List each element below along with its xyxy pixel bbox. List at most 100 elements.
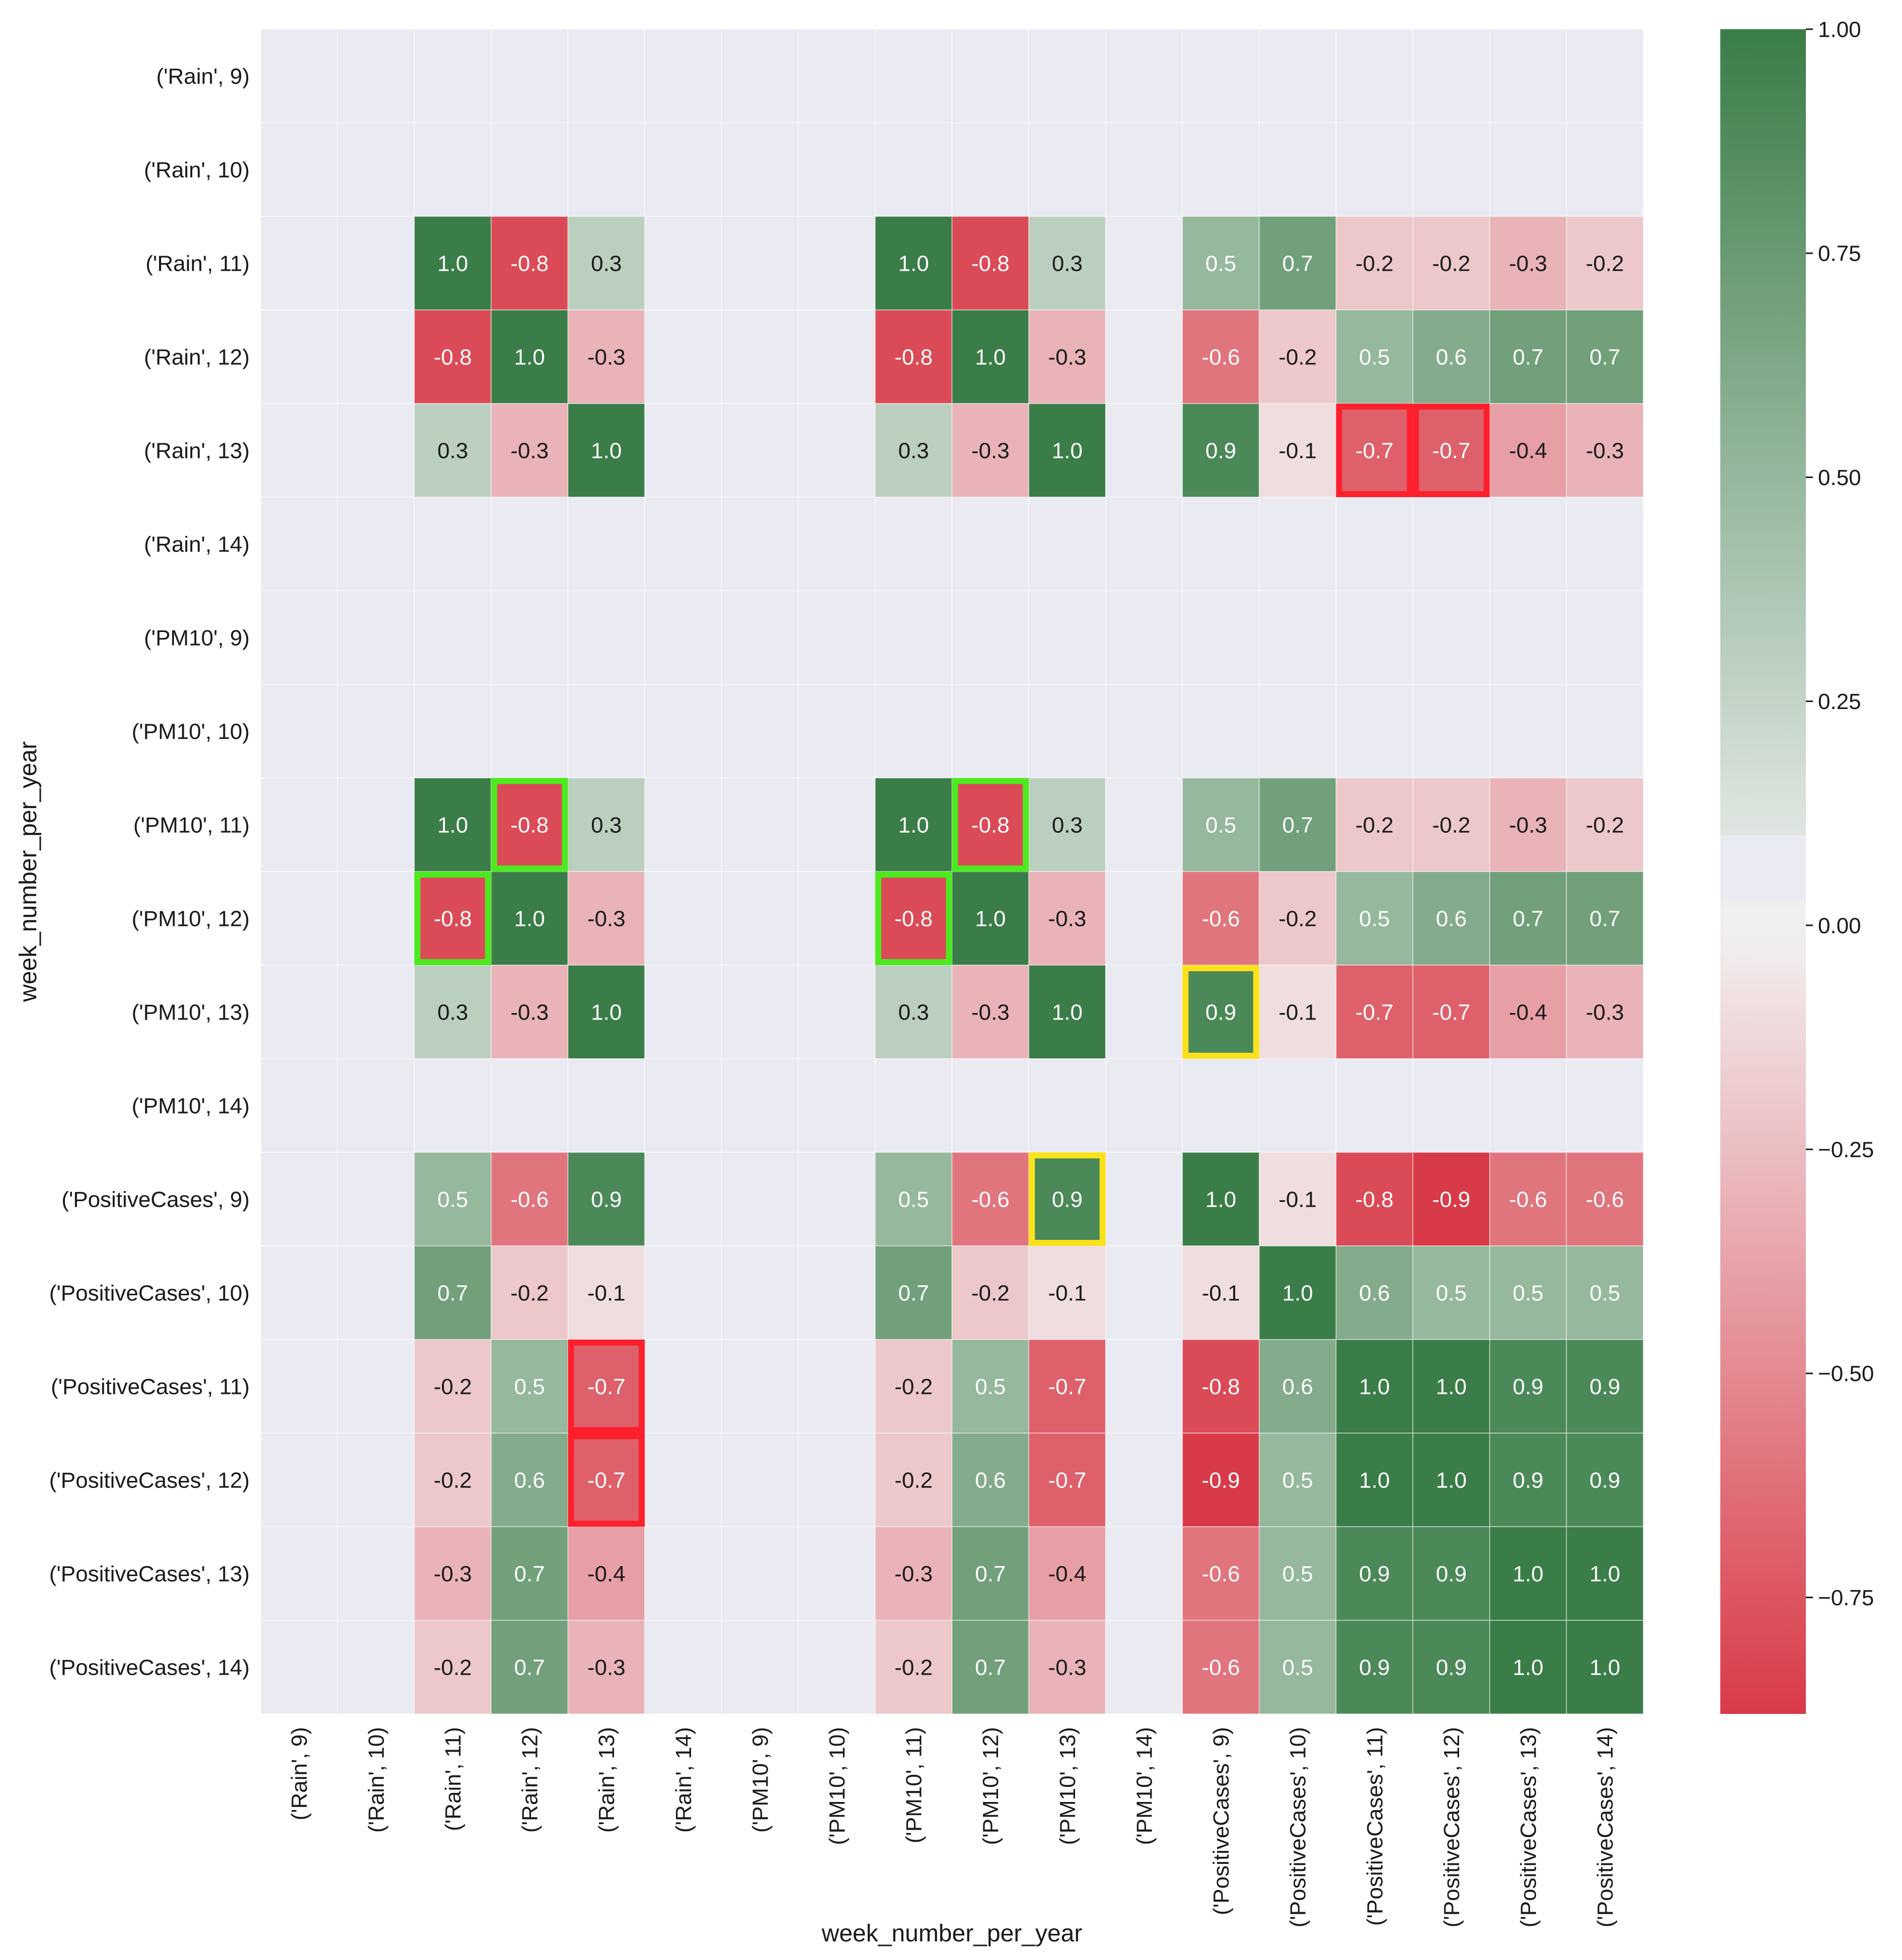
cell-value-label: 1.0: [591, 438, 622, 463]
x-axis-title: week_number_per_year: [821, 1920, 1083, 1947]
y-tick-label: ('Rain', 14): [144, 532, 250, 557]
cell-value-label: -0.3: [1509, 813, 1547, 837]
heatmap-cell: [1412, 590, 1490, 685]
heatmap-cell: [414, 216, 492, 310]
heatmap-cell: [337, 309, 415, 404]
heatmap-cell: [1335, 216, 1413, 310]
heatmap-cell: [1028, 497, 1106, 591]
heatmap-cell: [491, 1152, 569, 1246]
heatmap-cell: [567, 1526, 645, 1621]
colorbar-tick-label: −0.75: [1818, 1586, 1874, 1610]
y-tick-label: ('Rain', 11): [145, 251, 250, 276]
cell-value-label: -0.6: [1509, 1187, 1547, 1212]
heatmap-cell: [1028, 1152, 1106, 1246]
heatmap-cell: [721, 497, 799, 591]
cell-value-label: 0.6: [1436, 906, 1467, 931]
heatmap-cell: [1335, 590, 1413, 685]
heatmap-cell: [644, 965, 722, 1059]
cell-value-label: 0.3: [898, 1000, 929, 1025]
cell-value-label: 1.0: [1359, 1374, 1390, 1399]
cell-value-label: -0.7: [587, 1468, 626, 1493]
highlight-box: [1029, 1152, 1106, 1246]
y-tick-label: ('PM10', 14): [132, 1093, 250, 1118]
heatmap-cell: [1566, 497, 1644, 591]
heatmap-cell: [491, 29, 569, 123]
heatmap-cell: [721, 403, 799, 498]
heatmap-cell: [260, 1058, 338, 1153]
x-tick-label: ('Rain', 12): [518, 1727, 543, 1833]
heatmap-cell: [414, 403, 492, 498]
heatmap-cell: [1335, 29, 1413, 123]
heatmap-cell: [875, 1620, 953, 1714]
heatmap-cell: [875, 1152, 953, 1246]
cell-value-label: -0.3: [971, 438, 1010, 463]
cell-value-label: 0.5: [1205, 251, 1236, 276]
cell-value-label: 1.0: [1052, 438, 1083, 463]
heatmap-cell: [1566, 1620, 1644, 1714]
heatmap-cell: [1105, 497, 1183, 591]
colorbar-tick-label: 0.25: [1818, 689, 1861, 714]
heatmap-cell: [1259, 777, 1337, 872]
heatmap-cell: [798, 122, 876, 217]
heatmap-cell: [414, 684, 492, 778]
heatmap-cell: [1028, 871, 1106, 966]
cell-value-label: -0.6: [971, 1187, 1010, 1212]
heatmap-cell: [1028, 1526, 1106, 1621]
heatmap-cell: [337, 29, 415, 123]
heatmap-cells: [260, 29, 1644, 1714]
cell-value-label: 0.9: [1205, 1000, 1236, 1025]
heatmap-cell: [1259, 497, 1337, 591]
cell-value-label: 0.5: [1282, 1468, 1313, 1493]
plot-area: 1.0 -0.8 0.3 1.0 -0.8 0.3 0.5 0.7 -0.2 -0.2 -0.3 -0…: [260, 29, 1644, 1714]
cell-value-label: 0.5: [1282, 1655, 1313, 1680]
heatmap-cell: [875, 777, 953, 872]
cell-value-label: -0.7: [1048, 1374, 1087, 1399]
heatmap-cell: [1105, 403, 1183, 498]
heatmap-cell: [260, 29, 338, 123]
colorbar-gradient: [1720, 29, 1806, 1714]
cell-value-label: 0.5: [1436, 1281, 1467, 1305]
cell-value-label: 0.5: [975, 1374, 1006, 1399]
heatmap-cell: [337, 1058, 415, 1153]
heatmap-cell: [798, 29, 876, 123]
cell-value-label: 0.6: [1359, 1281, 1390, 1305]
heatmap-cell: [798, 1245, 876, 1340]
x-tick-label: ('Rain', 14): [671, 1727, 696, 1833]
heatmap-cell: [721, 122, 799, 217]
heatmap-cell: [414, 122, 492, 217]
heatmap-cell: [491, 1339, 569, 1434]
heatmap-cell: [1182, 1058, 1260, 1153]
heatmap-cell: [567, 1620, 645, 1714]
heatmap-cell: [798, 216, 876, 310]
heatmap-cell: [1259, 1152, 1337, 1246]
colorbar-tick-label: 0.00: [1818, 913, 1861, 938]
y-tick-labels: ('Rain', 9) ('Rain', 10) ('Rain', 11) ('Rai…: [49, 64, 250, 1680]
heatmap-cell: [567, 684, 645, 778]
y-tick-label: ('Rain', 10): [144, 158, 250, 182]
heatmap-cell: [1335, 122, 1413, 217]
heatmap-cell: [721, 1620, 799, 1714]
cell-value-label: 0.5: [898, 1187, 929, 1212]
y-tick-label: ('PositiveCases', 10): [49, 1281, 250, 1305]
colorbar-ticks: 1.00 0.75 0.50 0.25 0.00 −0.25 −0.50 −0.75: [1806, 17, 1874, 1610]
heatmap-cell: [1566, 1526, 1644, 1621]
cell-value-label: -0.3: [1509, 251, 1547, 276]
heatmap-cell: [491, 497, 569, 591]
cell-value-label: 0.3: [437, 438, 468, 463]
heatmap-cell: [414, 965, 492, 1059]
heatmap-cell: [721, 1245, 799, 1340]
heatmap-cell: [337, 590, 415, 685]
cell-value-label: 1.0: [898, 251, 929, 276]
y-tick-label: ('Rain', 13): [144, 438, 250, 463]
cell-value-label: 0.5: [1205, 813, 1236, 837]
heatmap-cell: [567, 590, 645, 685]
heatmap-cell: [260, 403, 338, 498]
heatmap-cell: [1566, 684, 1644, 778]
cell-value-label: -0.6: [1586, 1187, 1624, 1212]
cell-value-label: -0.7: [587, 1374, 626, 1399]
heatmap-cell-labels: 1.0 -0.8 0.3 1.0 -0.8 0.3 0.5 0.7 -0.2 -0.2 -0.3 -0…: [434, 251, 1624, 1680]
heatmap-cell: [260, 1152, 338, 1246]
heatmap-cell: [644, 122, 722, 217]
heatmap-cell: [491, 1058, 569, 1153]
highlight-boxes: [414, 404, 1490, 1527]
